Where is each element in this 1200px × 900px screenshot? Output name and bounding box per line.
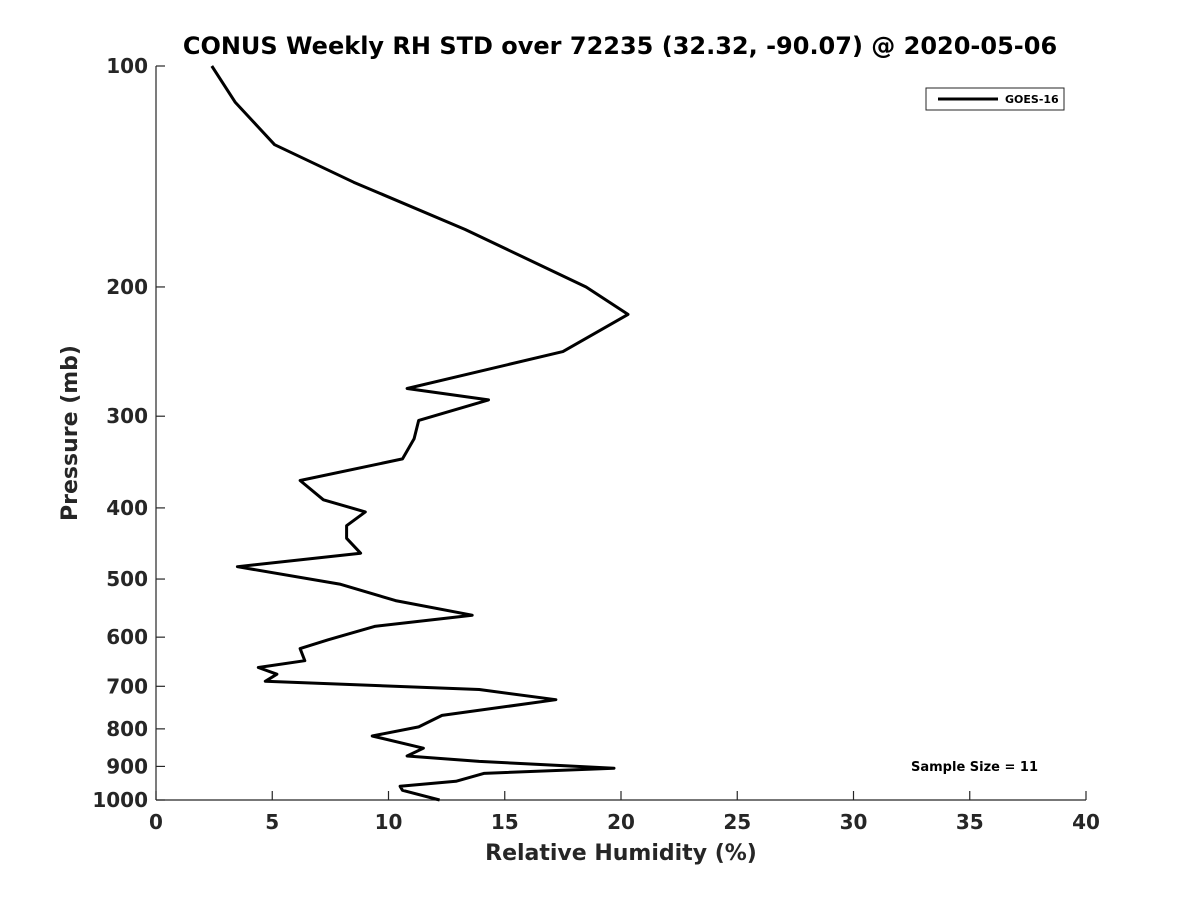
- y-tick-label-900: 900: [106, 754, 148, 778]
- y-tick-label-200: 200: [106, 275, 148, 299]
- x-tick-label-35: 35: [956, 810, 984, 834]
- y-tick-label-1000: 1000: [92, 788, 148, 812]
- y-tick-label-100: 100: [106, 54, 148, 78]
- x-tick-label-0: 0: [149, 810, 163, 834]
- legend-label-goes-16: GOES-16: [1005, 93, 1059, 106]
- legend: GOES-16: [925, 87, 1065, 111]
- sample-size-note: Sample Size = 11: [911, 760, 1038, 775]
- y-tick-label-700: 700: [106, 674, 148, 698]
- x-axis-ticks: 0 5 10 15 20 25 30 35 40: [149, 791, 1100, 834]
- x-tick-label-25: 25: [723, 810, 751, 834]
- y-axis-ticks: 100 200 300 400 500 600 700 800 900 1000: [92, 54, 165, 812]
- x-tick-label-15: 15: [491, 810, 519, 834]
- x-tick-label-10: 10: [375, 810, 403, 834]
- y-tick-label-600: 600: [106, 625, 148, 649]
- x-tick-label-30: 30: [840, 810, 868, 834]
- x-tick-label-20: 20: [607, 810, 635, 834]
- x-axis-label: Relative Humidity (%): [485, 841, 757, 866]
- x-tick-label-5: 5: [265, 810, 279, 834]
- x-tick-label-40: 40: [1072, 810, 1100, 834]
- y-tick-label-500: 500: [106, 567, 148, 591]
- y-tick-label-400: 400: [106, 496, 148, 520]
- chart-title: CONUS Weekly RH STD over 72235 (32.32, -…: [183, 32, 1057, 60]
- y-tick-label-300: 300: [106, 404, 148, 428]
- y-tick-label-800: 800: [106, 717, 148, 741]
- series-line-goes-16: [210, 65, 630, 802]
- y-axis-label: Pressure (mb): [58, 345, 83, 521]
